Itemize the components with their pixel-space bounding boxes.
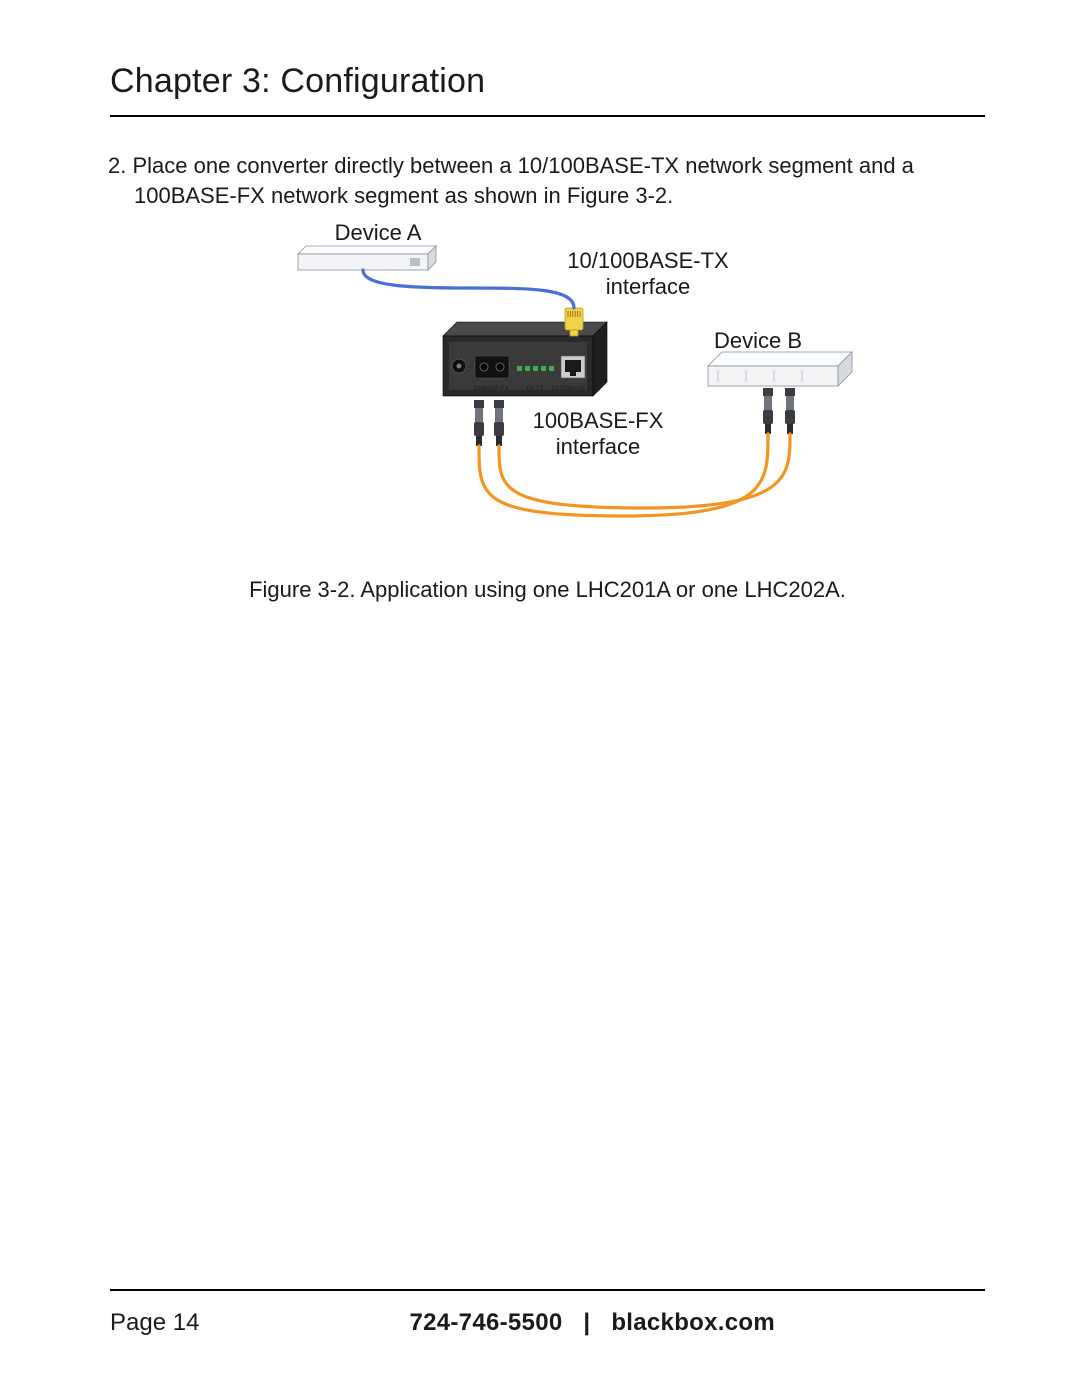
- ethernet-cable: [363, 270, 574, 308]
- fiber-connector-icon: [763, 388, 773, 434]
- figure-caption: Figure 3-2. Application using one LHC201…: [110, 577, 985, 603]
- svg-text:100BASE-FX: 100BASE-FX: [532, 408, 663, 433]
- fiber-connector-icon: [494, 400, 504, 446]
- svg-text:10/100BASE-TX: 10/100BASE-TX: [550, 386, 594, 392]
- chapter-title: Chapter 3: Configuration: [110, 62, 985, 115]
- svg-text:Device A: Device A: [334, 220, 421, 245]
- device-a-icon: [298, 246, 436, 270]
- figure-3-2: Device A10/100BASE-TXinterfaceDevice B10…: [110, 218, 985, 603]
- svg-text:interface: interface: [605, 274, 689, 299]
- fiber-connector-icon: [785, 388, 795, 434]
- device-b-icon: [708, 352, 852, 386]
- footer-rule: [110, 1289, 985, 1291]
- footer-site: blackbox.com: [611, 1309, 775, 1336]
- svg-text:interface: interface: [555, 434, 639, 459]
- page-number: Page 14: [110, 1309, 199, 1337]
- header-rule: [110, 115, 985, 117]
- footer-contact: 724-746-5500 | blackbox.com: [199, 1309, 985, 1337]
- fiber-cable: [499, 434, 790, 508]
- step-2-text: 2. Place one converter directly between …: [108, 151, 985, 210]
- media-converter-icon: 100BASE-FX FX TX 10/100BASE-TX: [443, 322, 607, 396]
- footer-row: Page 14 724-746-5500 | blackbox.com: [110, 1309, 985, 1337]
- svg-text:Device B: Device B: [713, 328, 801, 353]
- svg-text:10/100BASE-TX: 10/100BASE-TX: [567, 248, 729, 273]
- svg-text:FX TX: FX TX: [526, 386, 543, 392]
- footer-separator: |: [583, 1309, 590, 1336]
- page-footer: Page 14 724-746-5500 | blackbox.com: [110, 1289, 985, 1337]
- network-diagram: Device A10/100BASE-TXinterfaceDevice B10…: [168, 218, 928, 548]
- step-2-text-content: 2. Place one converter directly between …: [108, 151, 985, 210]
- svg-text:100BASE-FX: 100BASE-FX: [473, 386, 509, 392]
- page: Chapter 3: Configuration 2. Place one co…: [0, 0, 1080, 1397]
- footer-phone: 724-746-5500: [409, 1309, 562, 1336]
- fiber-connector-icon: [474, 400, 484, 446]
